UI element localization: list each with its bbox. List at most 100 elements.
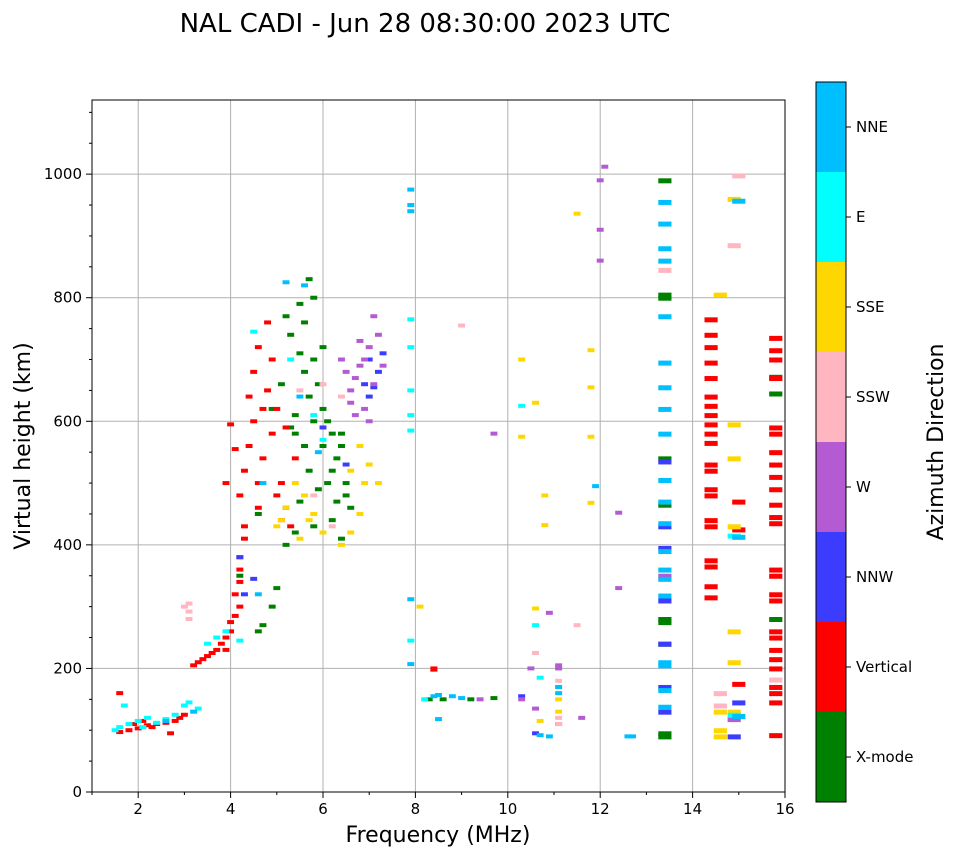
data-point xyxy=(370,382,378,387)
data-point xyxy=(365,462,373,467)
data-point xyxy=(658,246,672,252)
data-point xyxy=(310,357,318,362)
data-point xyxy=(624,734,632,739)
data-point xyxy=(727,660,741,666)
data-point xyxy=(601,164,609,169)
data-point xyxy=(347,468,355,473)
data-point xyxy=(732,198,746,204)
data-point xyxy=(704,376,718,382)
data-point xyxy=(296,394,304,399)
colorbar-tick-label: NNW xyxy=(856,568,893,586)
data-point xyxy=(658,199,672,205)
x-tick-label: 16 xyxy=(775,800,794,818)
data-point xyxy=(148,725,156,730)
data-point xyxy=(282,314,290,319)
data-point xyxy=(732,527,746,533)
data-point xyxy=(713,703,727,709)
data-point xyxy=(713,292,727,298)
data-point xyxy=(536,733,544,738)
data-point xyxy=(236,579,244,584)
data-point xyxy=(769,357,783,363)
data-point xyxy=(185,617,193,621)
data-point xyxy=(769,592,783,598)
data-point xyxy=(245,444,253,448)
data-point xyxy=(658,431,672,437)
data-point xyxy=(769,502,783,508)
data-point xyxy=(291,530,299,535)
series-nne xyxy=(162,187,746,739)
data-point xyxy=(310,524,318,529)
data-point xyxy=(250,419,258,424)
data-point xyxy=(727,734,741,740)
data-point xyxy=(769,335,783,341)
data-point xyxy=(615,510,623,515)
data-point xyxy=(658,314,672,320)
data-point xyxy=(240,536,248,541)
data-point xyxy=(287,357,295,362)
data-point xyxy=(704,558,718,564)
data-point xyxy=(769,348,783,354)
data-point xyxy=(732,499,746,505)
data-point xyxy=(727,629,741,635)
data-point xyxy=(338,394,345,399)
data-point xyxy=(555,684,563,689)
data-point xyxy=(658,734,672,740)
data-point xyxy=(370,314,378,319)
data-point xyxy=(143,723,151,728)
data-point xyxy=(769,733,783,739)
data-point xyxy=(139,725,147,730)
data-point xyxy=(435,717,442,722)
data-point xyxy=(573,211,581,216)
colorbar-tick-label: E xyxy=(856,208,865,226)
colorbar-swatch-nne xyxy=(816,82,846,172)
data-point xyxy=(532,400,539,405)
data-point xyxy=(282,280,290,285)
data-point xyxy=(222,635,230,640)
data-point xyxy=(448,694,456,699)
y-tick-label: 0 xyxy=(72,783,82,801)
data-point xyxy=(769,431,783,437)
data-point xyxy=(713,691,727,697)
data-point xyxy=(658,567,672,573)
data-point xyxy=(407,597,415,602)
data-point xyxy=(732,714,746,720)
data-point xyxy=(338,536,345,541)
data-point xyxy=(282,505,290,510)
data-point xyxy=(153,720,161,725)
data-point xyxy=(532,706,539,711)
data-point xyxy=(319,382,327,387)
data-point xyxy=(277,382,285,387)
series-w xyxy=(338,164,741,723)
data-point xyxy=(319,345,327,350)
data-point xyxy=(727,717,741,723)
series-e xyxy=(111,317,741,733)
chart-title: NAL CADI - Jun 28 08:30:00 2023 UTC xyxy=(180,9,671,39)
data-point xyxy=(555,722,563,727)
data-point xyxy=(769,684,783,690)
data-point xyxy=(120,703,128,708)
data-point xyxy=(490,431,498,436)
data-point xyxy=(587,348,595,353)
data-point xyxy=(310,493,318,498)
data-point xyxy=(727,709,741,715)
data-point xyxy=(176,715,184,720)
data-point xyxy=(273,524,281,529)
data-point xyxy=(236,573,244,578)
data-point xyxy=(240,468,248,473)
data-point xyxy=(769,677,783,683)
data-point xyxy=(769,617,783,622)
data-point xyxy=(273,586,281,591)
data-point xyxy=(301,320,308,325)
data-point xyxy=(615,586,623,591)
data-point xyxy=(555,715,563,720)
data-point xyxy=(245,394,253,399)
data-point xyxy=(587,434,595,439)
data-point xyxy=(596,178,604,183)
data-point xyxy=(111,728,119,733)
x-tick-label: 6 xyxy=(318,800,328,818)
data-point xyxy=(658,688,672,694)
x-tick-label: 4 xyxy=(226,800,236,818)
data-point xyxy=(658,477,672,483)
colorbar-swatch-x-mode xyxy=(816,712,846,802)
y-tick-label: 200 xyxy=(53,659,82,677)
